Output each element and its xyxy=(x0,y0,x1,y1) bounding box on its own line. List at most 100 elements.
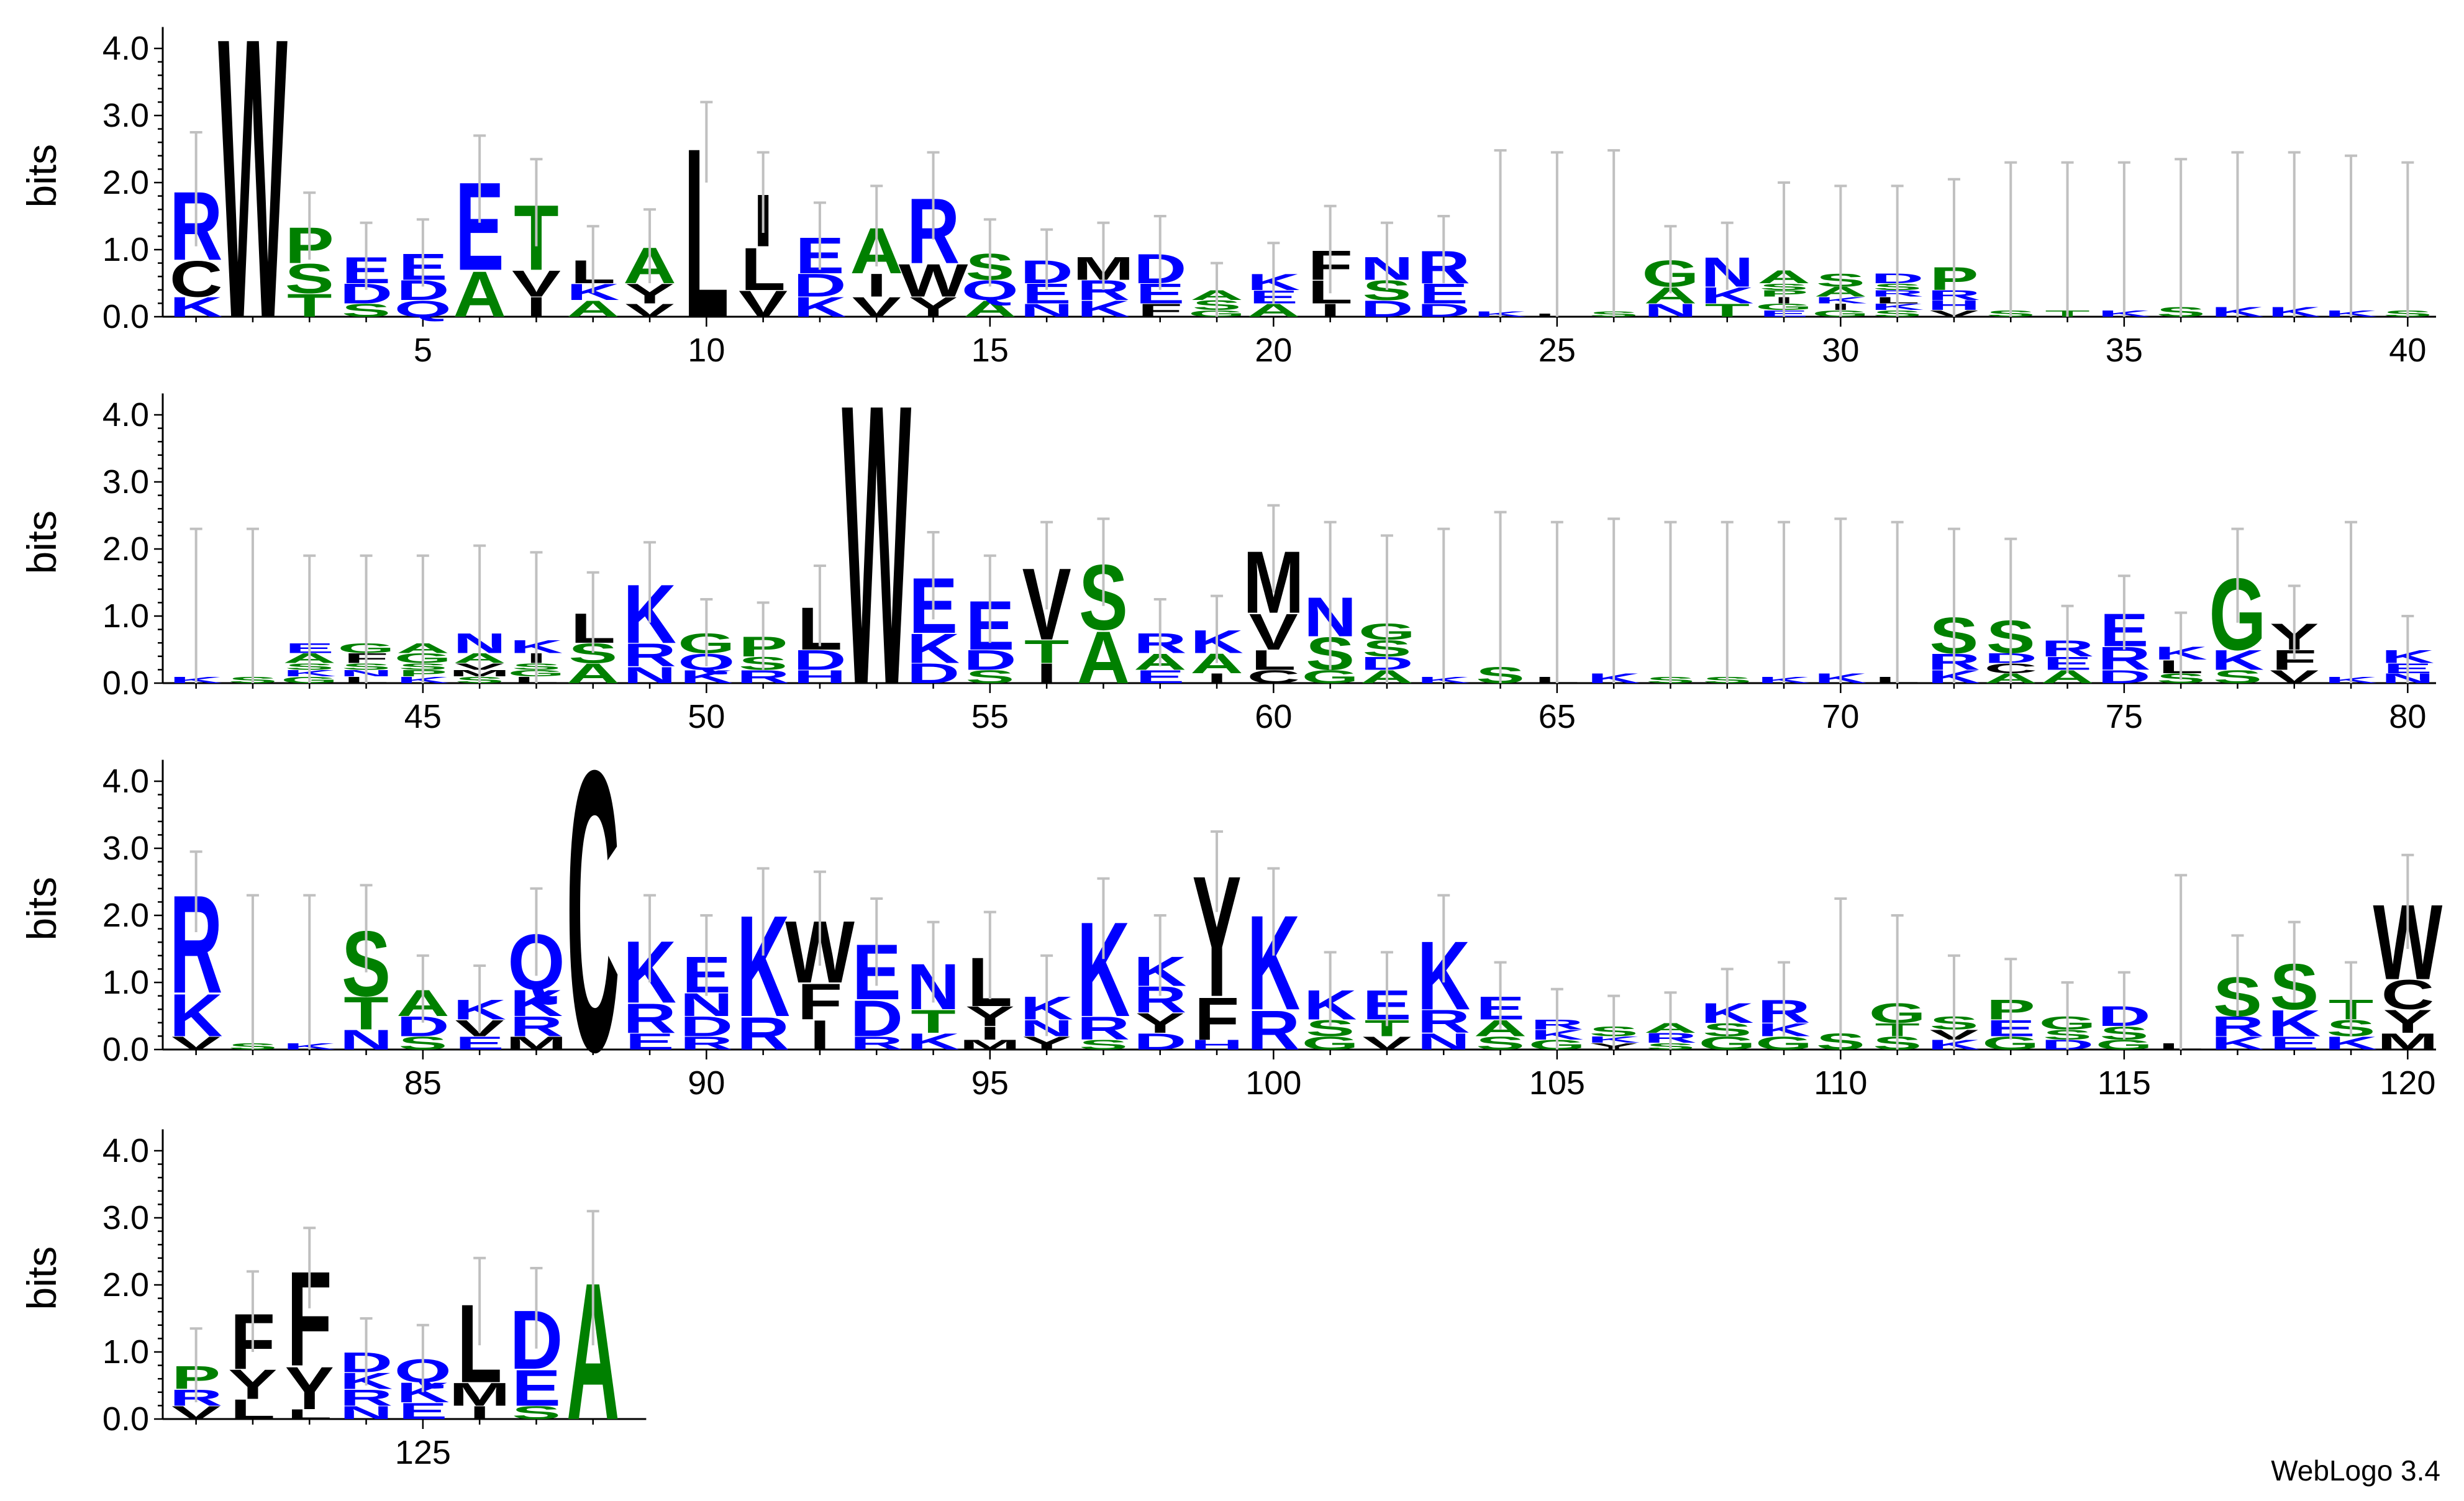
error-bar xyxy=(1380,221,1393,290)
x-tick-label: 65 xyxy=(1539,698,1576,735)
error-bar xyxy=(1607,149,1621,317)
logo-letter-T: T xyxy=(343,987,388,1040)
logo-letter-E: E xyxy=(1419,278,1468,309)
logo-letter-V: V xyxy=(1249,604,1298,661)
logo-letter-A: A xyxy=(566,296,620,322)
error-bar xyxy=(1494,149,1507,317)
error-bar xyxy=(1267,504,1280,593)
error-bar xyxy=(643,894,657,982)
error-bar xyxy=(1947,178,1960,317)
error-bar xyxy=(1097,877,1110,959)
error-bar xyxy=(1380,534,1393,683)
error-bar xyxy=(2345,961,2358,1036)
logo-letter-D: D xyxy=(1134,1028,1187,1054)
logo-letter-Y: Y xyxy=(625,278,675,309)
logo-letter-V: V xyxy=(852,291,901,322)
x-tick-label: 105 xyxy=(1529,1064,1585,1102)
logo-letter-W: W xyxy=(899,255,968,307)
x-tick-label: 20 xyxy=(1255,332,1292,369)
logo-letter-A: A xyxy=(963,296,1017,322)
error-bar xyxy=(1891,520,1904,683)
error-bar xyxy=(416,1323,429,1392)
logo-letter-E: E xyxy=(625,1028,675,1054)
error-bar xyxy=(2401,161,2414,317)
error-bar xyxy=(927,920,940,1003)
error-bar xyxy=(1550,987,1563,1050)
logo-letter-G: G xyxy=(1699,1033,1756,1053)
logo-row-3: 0.0 1.0 2.0 3.0 4.0 bits 85 90 95 100 105 110 115 120… xyxy=(19,687,2443,1135)
logo-letter-L: L xyxy=(740,235,785,303)
error-bar xyxy=(1040,228,1053,290)
error-bar xyxy=(1607,994,1621,1050)
error-bar xyxy=(927,151,940,240)
error-bar xyxy=(1153,914,1166,996)
logo-letter-R: R xyxy=(1077,1010,1130,1046)
logo-letter-L: L xyxy=(230,1394,275,1425)
logo-letter-N: N xyxy=(1020,300,1073,320)
logo-letter-V: V xyxy=(171,1402,221,1423)
error-bar xyxy=(1040,520,1053,610)
x-tick-label: 15 xyxy=(971,332,1009,369)
logo-letter-E: E xyxy=(455,1033,504,1053)
x-tick-label: 10 xyxy=(688,332,725,369)
logo-letter-V: V xyxy=(171,1033,221,1053)
error-bar xyxy=(360,1317,373,1385)
logo-letter-D: D xyxy=(963,645,1017,676)
error-bar xyxy=(189,527,202,683)
logo-letter-K: K xyxy=(907,625,960,672)
error-bar xyxy=(416,218,429,287)
error-bar xyxy=(1040,954,1053,1036)
y-tick-label: 3.0 xyxy=(102,1199,149,1236)
logo-letter-Q: Q xyxy=(394,296,452,322)
y-tick-label: 2.0 xyxy=(102,1266,149,1304)
logo-letter-R: R xyxy=(1247,1000,1301,1062)
logo-letter-K: K xyxy=(170,981,223,1049)
logo-letter-R: R xyxy=(680,1033,734,1053)
logo-letter-F: F xyxy=(1194,985,1239,1053)
logo-letter-R: R xyxy=(1417,1004,1470,1040)
logo-letter-K: K xyxy=(2324,1033,2378,1053)
error-bar xyxy=(2061,604,2074,673)
error-bar xyxy=(1778,961,1791,1036)
logo-letter-R: R xyxy=(340,1384,393,1410)
error-bar xyxy=(416,554,429,683)
error-bar xyxy=(983,554,996,643)
x-tick-label: 95 xyxy=(971,1064,1009,1102)
y-tick-label: 1.0 xyxy=(102,597,149,635)
error-bar xyxy=(1380,951,1393,1027)
error-bar xyxy=(927,531,940,620)
logo-letter-K: K xyxy=(170,291,223,322)
y-tick-label: 0.0 xyxy=(102,298,149,335)
logo-letter-K: K xyxy=(2268,1002,2321,1044)
y-tick-label: 3.0 xyxy=(102,97,149,134)
logo-letter-G: G xyxy=(1755,1033,1812,1053)
logo-letter-S: S xyxy=(2213,666,2262,687)
logo-letter-R: R xyxy=(737,1008,790,1060)
logo-letter-S: S xyxy=(1079,1037,1128,1053)
error-bar xyxy=(870,897,883,986)
logo-letter-H: H xyxy=(1190,1037,1243,1053)
logo-letter-I: I xyxy=(526,291,547,322)
logo-letter-R: R xyxy=(510,1011,563,1042)
y-axis-label: bits xyxy=(19,510,65,574)
logo-letter-K: K xyxy=(1077,296,1130,322)
logo-row-4: 0.01.02.03.04.0bits125VRPLYFLYFNRKDEKQIM… xyxy=(19,1129,647,1471)
error-bar xyxy=(303,894,316,1050)
error-bar xyxy=(2117,574,2130,650)
error-bar xyxy=(586,571,599,653)
error-bar xyxy=(1324,951,1337,1027)
error-bar xyxy=(2175,158,2188,317)
error-bar xyxy=(2061,981,2074,1050)
logo-letter-F: F xyxy=(798,973,842,1030)
error-bar xyxy=(700,101,713,183)
logo-letter-V: V xyxy=(625,300,675,320)
error-bar xyxy=(303,1227,316,1308)
error-bar xyxy=(303,191,316,260)
logo-letter-Y: Y xyxy=(228,1361,277,1408)
error-bar xyxy=(643,541,657,623)
error-bar xyxy=(1267,867,1280,956)
error-bar xyxy=(1721,221,1734,290)
x-tick-label: 125 xyxy=(395,1434,451,1471)
error-bar xyxy=(2401,853,2414,949)
logo-letter-R: R xyxy=(737,666,790,687)
